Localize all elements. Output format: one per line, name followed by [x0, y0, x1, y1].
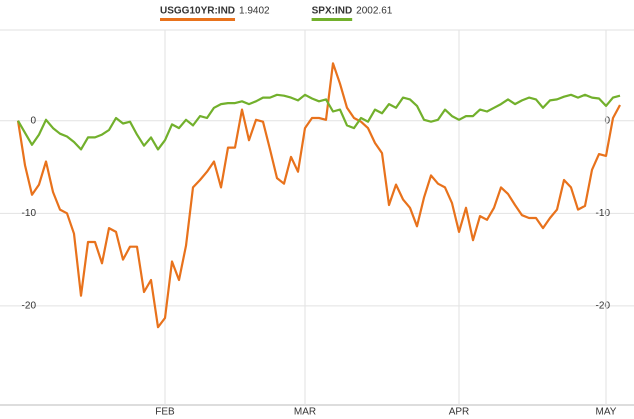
legend-swatch — [311, 18, 353, 21]
legend-value: 1.9402 — [239, 6, 270, 17]
x-tick-label: MAR — [294, 407, 316, 418]
series-line — [16, 62, 621, 329]
x-tick-label: FEB — [155, 407, 175, 418]
y-tick-label: 0 — [30, 115, 36, 126]
x-tick-label: APR — [449, 407, 470, 418]
legend-value: 2002.61 — [356, 6, 393, 17]
legend-swatch — [160, 18, 236, 21]
y-tick-label-right: -10 — [596, 208, 611, 219]
y-tick-label-right: -20 — [596, 301, 611, 312]
y-tick-label: -20 — [22, 301, 37, 312]
legend-label: SPX:IND — [312, 6, 353, 17]
series-line — [17, 93, 621, 151]
y-tick-label: -10 — [22, 208, 37, 219]
legend-label: USGG10YR:IND — [160, 6, 235, 17]
x-tick-label: MAY — [596, 407, 617, 418]
y-tick-label-right: 0 — [604, 115, 610, 126]
